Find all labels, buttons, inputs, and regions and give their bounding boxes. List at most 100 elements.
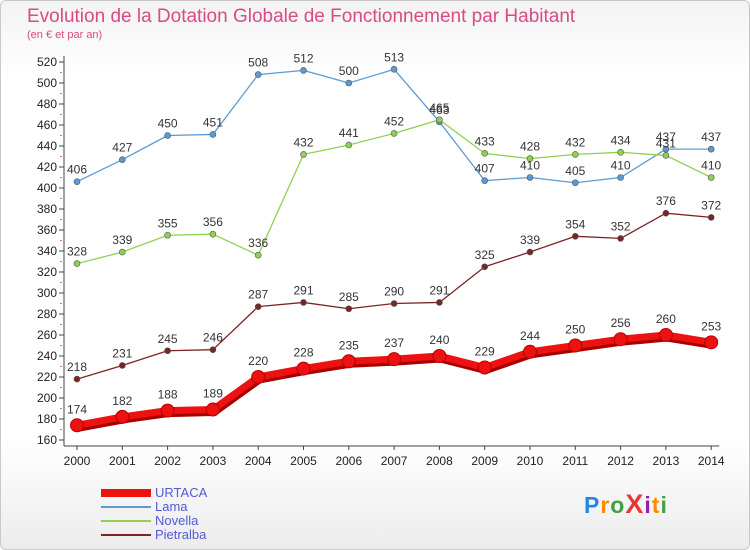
data-label: 465 [429, 101, 449, 115]
data-label: 406 [67, 163, 87, 177]
data-label: 407 [475, 162, 495, 176]
data-label: 355 [158, 216, 178, 230]
data-label: 174 [67, 402, 87, 416]
logo-letter: o [610, 492, 626, 518]
data-point [481, 150, 489, 157]
data-label: 410 [520, 159, 540, 173]
data-label: 410 [611, 159, 631, 173]
data-label: 336 [248, 236, 268, 250]
data-point [345, 305, 353, 313]
data-point [432, 349, 447, 363]
data-point [571, 151, 579, 158]
data-point [568, 338, 583, 353]
x-tick-label: 2000 [64, 454, 91, 468]
legend-swatch [101, 506, 151, 508]
series-novella [73, 116, 715, 267]
legend-swatch [101, 489, 151, 497]
data-point [571, 233, 579, 240]
data-label: 451 [203, 115, 223, 129]
data-point [73, 178, 81, 185]
data-label: 431 [656, 136, 676, 150]
data-point [662, 145, 670, 153]
data-label: 428 [520, 140, 540, 154]
data-label: 229 [475, 345, 495, 359]
data-label: 433 [475, 134, 495, 148]
data-label: 246 [203, 331, 223, 345]
data-point [526, 174, 534, 181]
data-point [345, 141, 353, 149]
data-point [387, 352, 402, 367]
data-label: 450 [158, 117, 178, 131]
x-tick-label: 2001 [109, 454, 136, 468]
data-point [300, 67, 307, 74]
y-tick-label: 380 [37, 202, 57, 216]
axes: 160 180 200 220 240 260 280 300 320 340 360 380 400 4… [37, 55, 725, 468]
data-label: 256 [611, 316, 631, 330]
data-label: 189 [203, 387, 223, 401]
data-label: 237 [384, 336, 404, 350]
legend-label: URTACA [155, 485, 208, 500]
data-label: 352 [611, 219, 631, 233]
data-point [300, 299, 307, 306]
data-point [658, 328, 673, 342]
data-point [254, 303, 262, 310]
data-label: 500 [339, 64, 359, 78]
y-tick-label: 260 [37, 328, 57, 342]
logo-letter: r [600, 492, 611, 518]
y-tick-label: 500 [37, 76, 57, 90]
legend-swatch [101, 520, 151, 522]
data-label: 290 [384, 285, 404, 299]
legend-label: Novella [155, 513, 199, 528]
data-label: 260 [656, 312, 676, 326]
logo-letter: P [584, 492, 601, 518]
data-label: 427 [112, 141, 132, 155]
data-label: 410 [701, 159, 721, 173]
data-point [73, 260, 81, 267]
x-tick-label: 2011 [562, 454, 588, 468]
series-urtaca [70, 328, 719, 433]
y-tick-label: 520 [37, 55, 57, 69]
legend-label: Pietralba [155, 527, 207, 542]
data-point [296, 361, 311, 376]
logo-letter: X [625, 489, 645, 519]
y-tick-label: 320 [37, 265, 57, 279]
data-point [73, 375, 81, 383]
x-tick-label: 2008 [426, 454, 453, 468]
x-tick-label: 2003 [200, 454, 227, 468]
data-label: 432 [565, 135, 585, 149]
data-label: 434 [611, 133, 631, 147]
y-tick-label: 300 [37, 286, 57, 300]
legend-label: Lama [155, 499, 188, 514]
y-tick-label: 280 [37, 307, 57, 321]
data-point [164, 132, 171, 139]
data-point [205, 402, 220, 417]
x-tick-label: 2014 [698, 454, 725, 468]
data-label: 244 [520, 329, 540, 343]
y-tick-label: 240 [37, 349, 57, 363]
y-tick-label: 340 [37, 244, 57, 258]
data-point [481, 177, 489, 184]
data-point [617, 174, 624, 181]
series-lama [73, 66, 715, 187]
data-labels: 406 427 450 451 508 512 500 513 463 407 410 405 410 4… [67, 50, 722, 416]
data-point [160, 403, 175, 418]
data-label: 240 [429, 333, 449, 347]
x-tick-label: 2013 [653, 454, 680, 468]
data-point [523, 344, 537, 359]
data-point [436, 116, 443, 124]
data-point [251, 370, 266, 384]
legend-swatch [101, 534, 151, 536]
y-tick-label: 440 [37, 139, 57, 153]
data-point [707, 145, 715, 153]
data-label: 182 [112, 394, 132, 408]
y-tick-label: 420 [37, 160, 57, 174]
y-tick-label: 200 [37, 391, 57, 405]
data-point [390, 300, 398, 307]
data-point [254, 71, 262, 78]
data-label: 508 [248, 56, 268, 70]
x-tick-label: 2004 [245, 454, 272, 468]
proxiti-logo: ProXiti [584, 489, 668, 520]
data-label: 228 [293, 346, 313, 360]
data-label: 245 [158, 332, 178, 346]
